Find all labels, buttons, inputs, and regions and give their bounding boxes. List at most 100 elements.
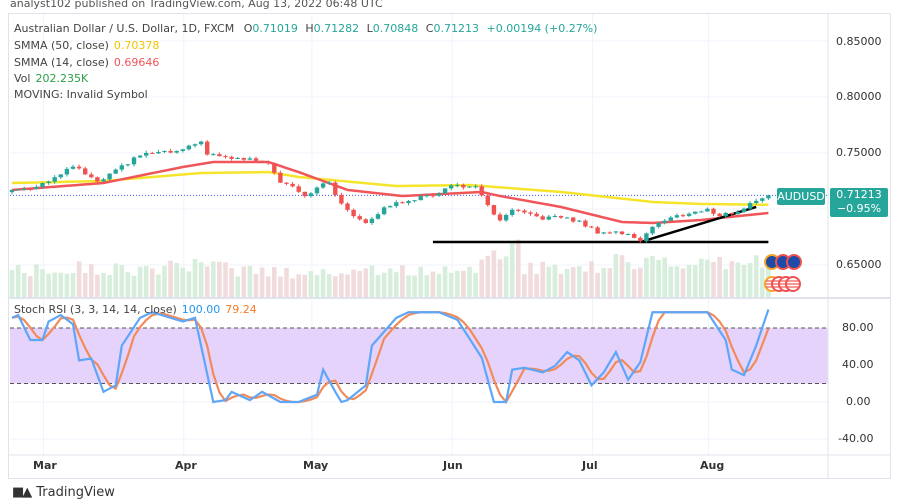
time-tick: Jul (582, 459, 598, 472)
smma50-legend[interactable]: SMMA (50, close) 0.70378 (14, 39, 159, 52)
candle (729, 212, 734, 215)
candle (198, 141, 204, 145)
candle (217, 154, 222, 157)
volume-bar (137, 266, 143, 297)
volume-bar (143, 266, 149, 297)
stoch-label: Stoch RSI (3, 3, 14, 14, close) (14, 303, 177, 316)
candle (595, 227, 600, 234)
candle (375, 214, 381, 219)
volume-bar (314, 275, 320, 297)
volume-bar (570, 267, 576, 297)
volume-bar (723, 269, 728, 297)
volume-bar (150, 268, 155, 297)
volume-legend[interactable]: Vol 202.235K (14, 72, 88, 85)
volume-bar (406, 275, 411, 297)
chart-border (8, 13, 891, 479)
volume-bar (479, 259, 484, 297)
candle (662, 220, 667, 223)
volume-bar (430, 271, 436, 297)
price-tick: 0.65000 (836, 258, 882, 271)
volume-bars (9, 239, 771, 297)
symbol-title: Australian Dollar / U.S. Dollar, 1D, FXC… (14, 22, 235, 35)
candle (205, 141, 210, 155)
tradingview-logo[interactable]: ■▲ TradingView (12, 485, 115, 500)
volume-bar (564, 268, 570, 297)
candle (680, 215, 686, 217)
volume-bar (595, 272, 600, 297)
volume-bar (28, 276, 33, 297)
candle (619, 231, 625, 235)
candle (571, 217, 576, 222)
volume-bar (461, 270, 466, 297)
volume-bar (631, 269, 637, 297)
candle (754, 200, 759, 204)
volume-bar (619, 255, 625, 297)
volume-bar (198, 262, 204, 297)
volume-bar (9, 269, 15, 297)
candle (168, 150, 173, 153)
candle (632, 233, 637, 238)
volume-bar (613, 253, 619, 297)
candle (357, 216, 362, 220)
moving-label: MOVING: Invalid Symbol (14, 88, 148, 101)
stoch-tick: -40.00 (838, 432, 874, 445)
candle (510, 209, 515, 215)
chart-frame (8, 13, 891, 479)
volume-bar (656, 259, 661, 297)
candle (339, 194, 344, 204)
stoch-d-value: 79.24 (225, 303, 257, 316)
candle (479, 186, 484, 196)
low-label: L (366, 22, 373, 35)
candle (522, 210, 527, 213)
volume-bar (204, 266, 210, 297)
volume-bar (58, 272, 64, 297)
high-label: H (305, 22, 314, 35)
volume-bar (497, 259, 503, 297)
volume-bar (625, 262, 631, 297)
candle (723, 212, 728, 217)
candle (22, 188, 27, 190)
volume-bar (253, 274, 259, 297)
candle (601, 232, 606, 234)
volume-bar (644, 257, 649, 297)
candle (546, 216, 551, 220)
last-price-change: −0.95% (836, 202, 882, 215)
time-tick: Jun (443, 459, 463, 472)
candle (705, 208, 710, 212)
candle (369, 218, 375, 223)
candle (333, 182, 338, 195)
candle (259, 160, 265, 163)
volume-bar (70, 273, 76, 297)
candle (613, 231, 619, 233)
candles (9, 140, 802, 292)
stoch-legend[interactable]: Stoch RSI (3, 3, 14, 14, close) 100.00 79.… (14, 303, 257, 316)
candle (34, 186, 39, 190)
candle (137, 155, 143, 158)
volume-bar (491, 250, 497, 297)
moving-legend[interactable]: MOVING: Invalid Symbol (14, 88, 148, 101)
volume-bar (589, 261, 594, 297)
candle (52, 177, 57, 182)
candle (320, 183, 326, 188)
candle (156, 151, 161, 154)
volume-bar (320, 269, 326, 297)
smma14-legend[interactable]: SMMA (14, close) 0.69646 (14, 56, 159, 69)
candle (400, 202, 405, 204)
volume-bar (107, 274, 112, 297)
candle (241, 157, 246, 160)
candle (58, 174, 63, 178)
candle (473, 186, 478, 188)
volume-bar (509, 243, 515, 297)
volume-bar (174, 262, 179, 297)
volume-bar (546, 266, 552, 297)
close-label: C (425, 22, 434, 35)
volume-bar (760, 267, 765, 297)
volume-bar (699, 258, 704, 297)
stoch-tick: 40.00 (842, 358, 874, 371)
volume-bar (131, 275, 137, 297)
volume-bar (650, 256, 655, 297)
volume-bar (119, 265, 125, 297)
volume-bar (40, 269, 45, 297)
volume-bar (662, 257, 667, 297)
